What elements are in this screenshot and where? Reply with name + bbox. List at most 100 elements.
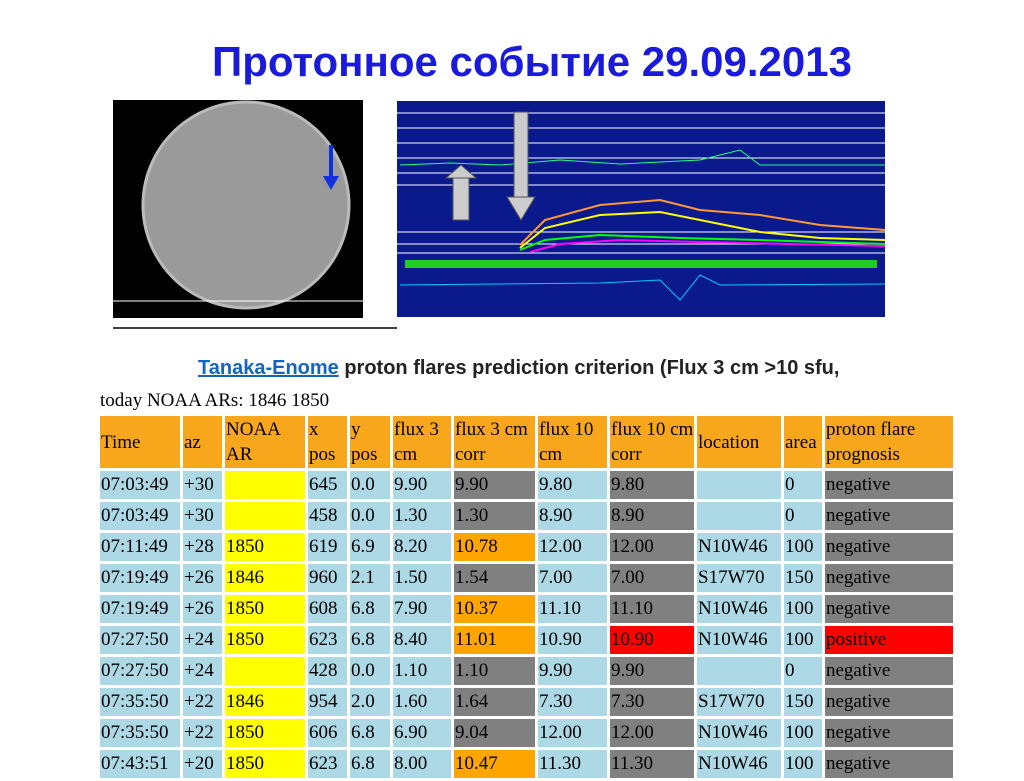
cell: S17W70 — [697, 688, 781, 716]
cell: negative — [825, 502, 953, 530]
cell: 11.30 — [610, 750, 694, 778]
cell: 1.60 — [393, 688, 451, 716]
cell: 100 — [784, 595, 822, 623]
cell: flux 3 cm — [393, 416, 451, 468]
row: 07:19:49 +26 1850 608 6.8 7.90 10.37 11.10 11.10… — [100, 595, 953, 623]
arrow-down — [513, 111, 529, 201]
row: 07:43:51 +20 1850 623 6.8 8.00 10.47 11.30 11.30… — [100, 750, 953, 778]
subtitle-text: proton flares prediction criterion (Flux… — [338, 357, 840, 379]
cell: 6.90 — [393, 719, 451, 747]
cell: az — [183, 416, 222, 468]
cell: Time — [100, 416, 180, 468]
arrow-down-head — [506, 196, 536, 221]
cell: 1850 — [225, 595, 305, 623]
chart-lines — [397, 112, 885, 254]
cell: 07:03:49 — [100, 471, 180, 499]
cell: 100 — [784, 719, 822, 747]
images — [113, 100, 886, 329]
subtitle-line: today NOAA ARs: 1846 1850 — [100, 390, 330, 411]
cell — [697, 502, 781, 530]
cell: 11.10 — [610, 595, 694, 623]
cell: y pos — [350, 416, 390, 468]
cell: location — [697, 416, 781, 468]
cell — [697, 657, 781, 685]
cell: 623 — [308, 626, 347, 654]
cell: flux 10 cm — [538, 416, 607, 468]
trace — [519, 210, 886, 249]
cell: 10.90 — [538, 626, 607, 654]
cell: 0 — [784, 502, 822, 530]
row: 07:11:49 +28 1850 619 6.9 8.20 10.78 12.00 12.00… — [100, 533, 953, 561]
cell: proton flare prognosis — [825, 416, 953, 468]
cell: 12.00 — [538, 719, 607, 747]
cell: 150 — [784, 564, 822, 592]
cell: 645 — [308, 471, 347, 499]
cell: 1850 — [225, 750, 305, 778]
row: 07:03:49 +30 645 0.0 9.90 9.90 9.80 9.80 0 negati… — [100, 471, 953, 499]
cell: 9.80 — [610, 471, 694, 499]
cell: 1846 — [225, 688, 305, 716]
cell: 07:35:50 — [100, 688, 180, 716]
cell: 623 — [308, 750, 347, 778]
cell: 9.90 — [610, 657, 694, 685]
cell: flux 10 cm corr — [610, 416, 694, 468]
cell: 6.9 — [350, 533, 390, 561]
cell: 6.8 — [350, 595, 390, 623]
cell: 8.90 — [610, 502, 694, 530]
cell: +30 — [183, 502, 222, 530]
cell: 6.8 — [350, 626, 390, 654]
cell: 0.0 — [350, 657, 390, 685]
cell: 1.10 — [393, 657, 451, 685]
cell: 10.37 — [454, 595, 535, 623]
cell: +24 — [183, 657, 222, 685]
cell: 0.0 — [350, 502, 390, 530]
row: 07:03:49 +30 458 0.0 1.30 1.30 8.90 8.90 0 negati… — [100, 502, 953, 530]
cell: x pos — [308, 416, 347, 468]
cell: 9.04 — [454, 719, 535, 747]
cell: 1850 — [225, 719, 305, 747]
trace — [519, 198, 886, 246]
cell: negative — [825, 657, 953, 685]
cell: 11.30 — [538, 750, 607, 778]
arrow-up — [452, 174, 470, 221]
cell: +26 — [183, 564, 222, 592]
cell: +30 — [183, 471, 222, 499]
solar-limb — [141, 100, 351, 310]
cell: N10W46 — [697, 750, 781, 778]
cell: 458 — [308, 502, 347, 530]
cell: 11.01 — [454, 626, 535, 654]
cell: 8.20 — [393, 533, 451, 561]
cell: 10.47 — [454, 750, 535, 778]
cell: 12.00 — [538, 533, 607, 561]
cell: 100 — [784, 626, 822, 654]
cell: 9.90 — [538, 657, 607, 685]
cell: S17W70 — [697, 564, 781, 592]
cell — [225, 657, 305, 685]
cell: +24 — [183, 626, 222, 654]
cell: 12.00 — [610, 719, 694, 747]
cell: 7.90 — [393, 595, 451, 623]
cell: 8.00 — [393, 750, 451, 778]
cell: 428 — [308, 657, 347, 685]
link[interactable]: Tanaka-Enome — [198, 357, 339, 379]
cell: 10.90 — [610, 626, 694, 654]
cell: 8.40 — [393, 626, 451, 654]
cell — [697, 471, 781, 499]
cell: negative — [825, 533, 953, 561]
cell: 8.90 — [538, 502, 607, 530]
cell: 10.78 — [454, 533, 535, 561]
cell: 11.10 — [538, 595, 607, 623]
cell: flux 3 cm corr — [454, 416, 535, 468]
cell: 0 — [784, 657, 822, 685]
cell: 100 — [784, 750, 822, 778]
cell: 1.30 — [454, 502, 535, 530]
cell — [225, 502, 305, 530]
arrow-up-head — [444, 164, 478, 179]
cell: +28 — [183, 533, 222, 561]
cell: 6.8 — [350, 719, 390, 747]
cell: 07:03:49 — [100, 502, 180, 530]
cell: 1846 — [225, 564, 305, 592]
cell: 07:19:49 — [100, 595, 180, 623]
row: 07:19:49 +26 1846 960 2.1 1.50 1.54 7.00 7.00 S17… — [100, 564, 953, 592]
